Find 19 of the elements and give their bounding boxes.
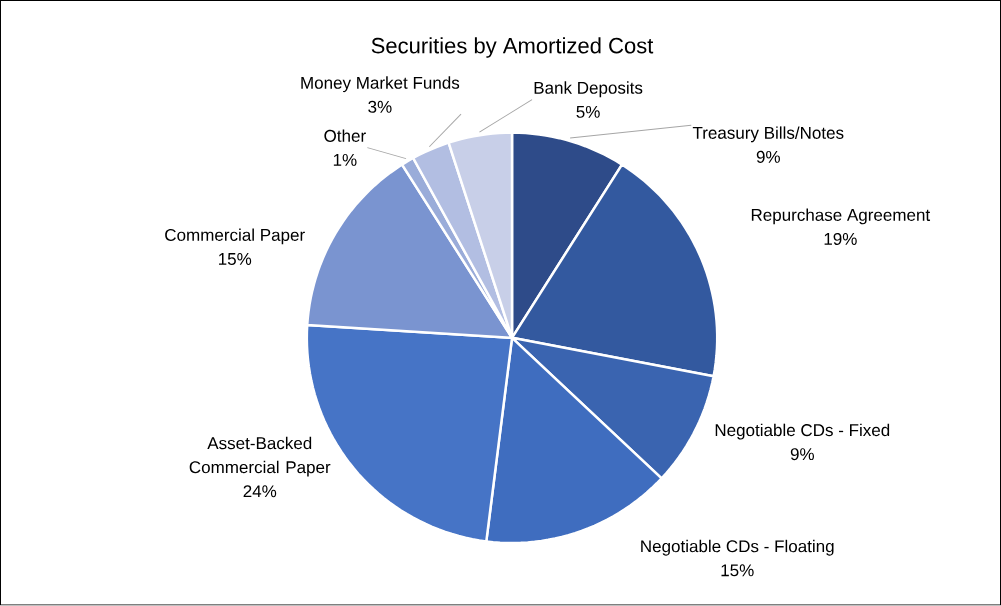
data-label: 1% bbox=[333, 154, 357, 167]
slice-label: Other bbox=[324, 129, 366, 143]
data-label: 19% bbox=[824, 233, 857, 246]
slice-label: Bank Deposits bbox=[534, 81, 643, 98]
data-label: 5% bbox=[576, 106, 600, 119]
slice-label: Commercial Paper bbox=[165, 228, 305, 245]
slice-label: Treasury Bills/Notes bbox=[692, 126, 844, 143]
data-label: 15% bbox=[219, 253, 252, 266]
chart-title: Securities by Amortized Cost bbox=[371, 37, 654, 58]
data-label: 9% bbox=[790, 448, 814, 461]
data-label: 9% bbox=[756, 151, 780, 164]
slice-label: Money Market Funds bbox=[301, 76, 460, 93]
data-label: 24% bbox=[243, 485, 277, 498]
slice-label: Asset-Backed Commercial Paper bbox=[189, 436, 331, 477]
slice-label: Repurchase Agreement bbox=[751, 208, 931, 225]
data-label: 3% bbox=[368, 101, 392, 114]
slice-label: Negotiable CDs - Fixed bbox=[715, 423, 890, 440]
slice-label: Negotiable CDs - Floating bbox=[641, 540, 834, 556]
data-label: 15% bbox=[721, 564, 754, 577]
